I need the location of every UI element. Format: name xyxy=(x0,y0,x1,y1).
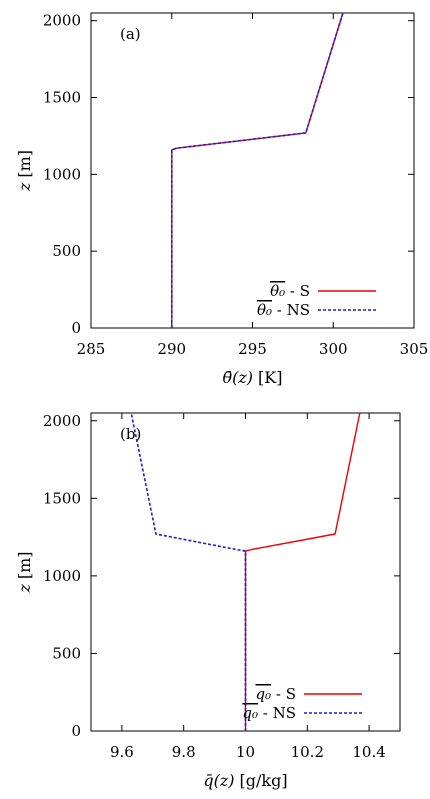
legend-label-s: θ₀ - S xyxy=(270,282,310,300)
x-axis-title: θ̄(z) [K] xyxy=(223,368,283,387)
legend-symbol: q₀ xyxy=(255,685,271,703)
y-tick-label: 1000 xyxy=(43,165,81,183)
x-tick-label: 9.6 xyxy=(110,743,134,761)
legend-label-s: q₀ - S xyxy=(255,685,296,703)
y-tick-label: 1500 xyxy=(43,489,81,507)
legend-symbol: θ₀ xyxy=(270,282,285,300)
plot-frame xyxy=(90,12,415,329)
y-axis-title-var: z xyxy=(15,182,34,192)
y-axis-title-unit: [m] xyxy=(15,150,34,178)
x-tick-label: 300 xyxy=(319,340,348,358)
y-tick-label: 1000 xyxy=(43,567,81,585)
series-line-ns xyxy=(171,12,344,328)
x-tick-label: 10.2 xyxy=(291,743,324,761)
x-tick-label: 10 xyxy=(236,743,255,761)
y-tick-label: 500 xyxy=(52,242,81,260)
legend-suffix: - S xyxy=(285,282,310,300)
x-axis-title-var: q̄(z) xyxy=(203,771,234,790)
y-axis-title-var: z xyxy=(15,584,34,594)
y-axis-title: z [m] xyxy=(15,150,34,192)
y-axis-title: z [m] xyxy=(15,551,34,593)
x-tick-label: 290 xyxy=(157,340,186,358)
x-axis-title: q̄(z) [g/kg] xyxy=(203,771,287,790)
y-tick-label: 0 xyxy=(71,722,81,740)
legend-suffix: - NS xyxy=(272,301,310,319)
x-tick-label: 305 xyxy=(400,340,429,358)
panel-label: (b) xyxy=(120,425,141,443)
x-axis-title-unit: [g/kg] xyxy=(240,771,288,790)
panel-b: 9.6 9.8 10 10.2 10.4 0 500 1000 1500 2000 (b) z [m] q… xyxy=(15,412,401,790)
legend-label-ns: θ₀ - NS xyxy=(257,301,310,319)
series-line-s xyxy=(244,412,361,731)
legend-label-ns: q₀ - NS xyxy=(242,704,296,722)
panel-a: 285 290 295 300 305 0 500 1000 1500 2000 (a) z [m] θ̄… xyxy=(15,12,428,387)
x-axis-title-var: θ̄(z) xyxy=(223,368,254,387)
x-tick-label: 285 xyxy=(77,340,106,358)
legend-suffix: - S xyxy=(271,685,296,703)
y-tick-label: 500 xyxy=(52,644,81,662)
x-tick-label: 295 xyxy=(238,340,267,358)
y-tick-label: 0 xyxy=(71,319,81,337)
x-axis-title-unit: [K] xyxy=(258,368,282,387)
x-tick-label: 9.8 xyxy=(172,743,196,761)
legend-symbol: q₀ xyxy=(242,704,258,722)
legend-symbol: θ₀ xyxy=(257,301,272,319)
y-axis-title-unit: [m] xyxy=(15,551,34,579)
legend-suffix: - NS xyxy=(258,704,296,722)
y-tick-label: 2000 xyxy=(43,412,81,430)
y-tick-label: 2000 xyxy=(43,12,81,30)
series-line-ns xyxy=(130,412,247,731)
panel-label: (a) xyxy=(120,25,141,43)
x-tick-label: 10.4 xyxy=(352,743,385,761)
series-line-s xyxy=(171,12,344,328)
y-tick-label: 1500 xyxy=(43,89,81,107)
